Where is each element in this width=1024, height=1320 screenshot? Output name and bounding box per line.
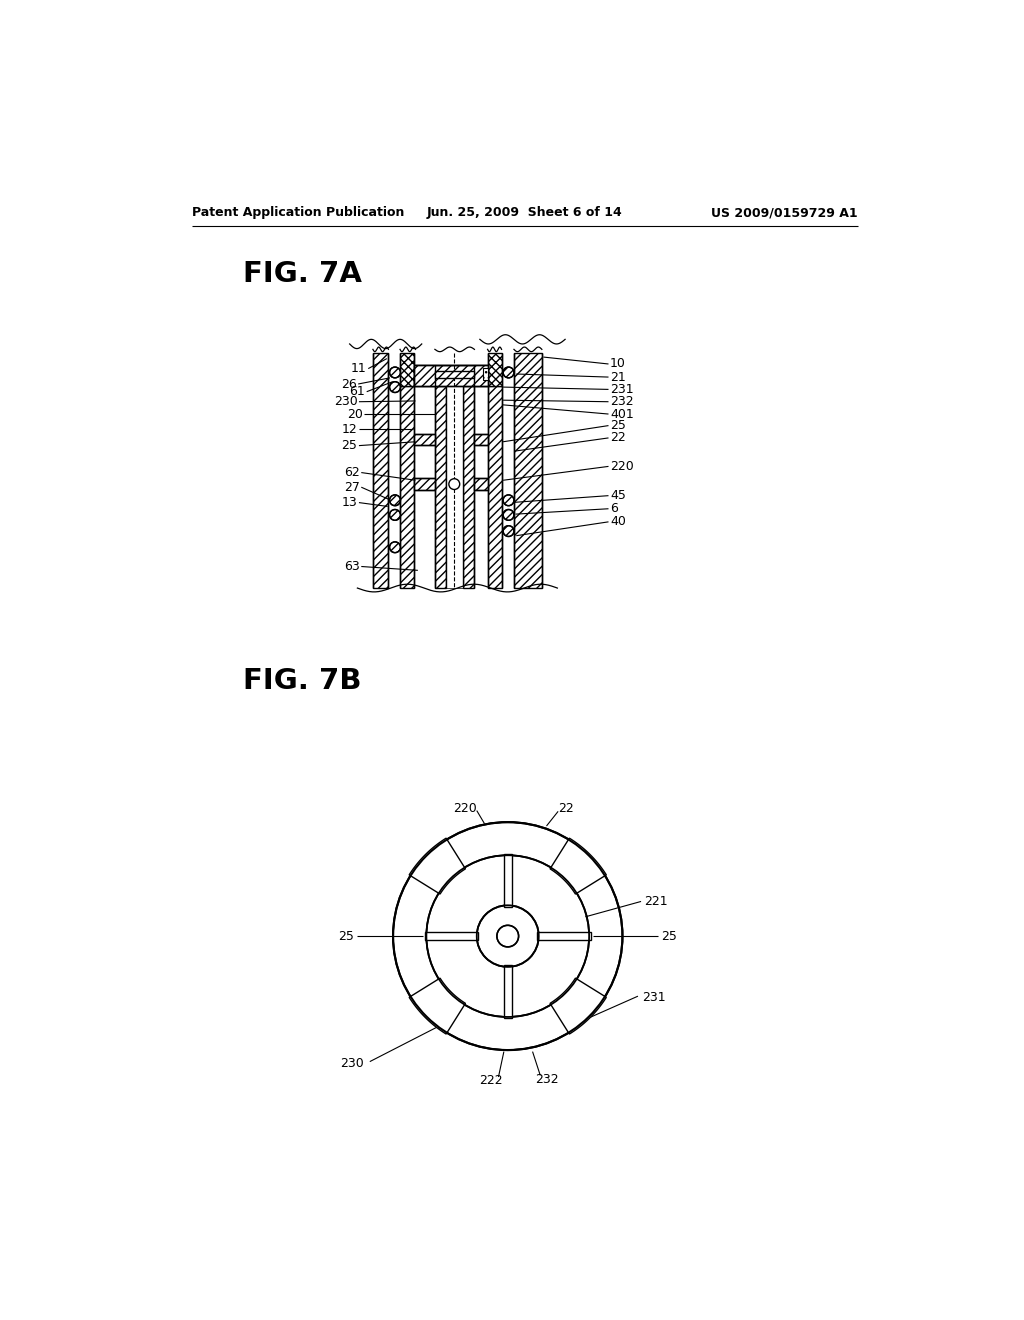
Bar: [487, 354, 502, 387]
Text: 232: 232: [535, 1073, 558, 1086]
Polygon shape: [538, 932, 591, 940]
Bar: [487, 387, 502, 589]
Polygon shape: [550, 978, 606, 1034]
Circle shape: [389, 495, 400, 506]
Text: Patent Application Publication: Patent Application Publication: [191, 206, 403, 219]
Polygon shape: [504, 965, 512, 1019]
Text: 26: 26: [341, 378, 356, 391]
Polygon shape: [410, 838, 466, 894]
Text: 6: 6: [610, 502, 617, 515]
Circle shape: [393, 822, 623, 1051]
Text: 231: 231: [610, 383, 634, 396]
Text: 62: 62: [344, 466, 359, 479]
Text: Jun. 25, 2009  Sheet 6 of 14: Jun. 25, 2009 Sheet 6 of 14: [427, 206, 623, 219]
Polygon shape: [410, 978, 466, 1034]
Circle shape: [389, 510, 400, 520]
Bar: [435, 371, 474, 378]
Text: 230: 230: [340, 1057, 364, 1071]
Text: 231: 231: [642, 991, 666, 1005]
Bar: [445, 387, 463, 589]
Bar: [514, 354, 542, 589]
Circle shape: [389, 367, 400, 378]
Text: 220: 220: [610, 459, 634, 473]
Text: US 2009/0159729 A1: US 2009/0159729 A1: [712, 206, 858, 219]
Text: 10: 10: [610, 358, 626, 371]
Text: 11: 11: [351, 362, 367, 375]
Bar: [414, 364, 487, 387]
Text: 25: 25: [338, 929, 354, 942]
Bar: [435, 387, 445, 589]
Circle shape: [503, 510, 514, 520]
Circle shape: [389, 541, 400, 553]
Polygon shape: [504, 854, 512, 907]
Text: 13: 13: [342, 496, 357, 510]
Text: 40: 40: [610, 515, 626, 528]
Text: 20: 20: [347, 408, 362, 421]
Text: 222: 222: [479, 1074, 503, 1088]
Polygon shape: [550, 838, 606, 894]
Circle shape: [449, 479, 460, 490]
Bar: [474, 478, 487, 490]
Text: 21: 21: [610, 371, 626, 384]
Bar: [414, 478, 435, 490]
Text: 22: 22: [558, 801, 573, 814]
Bar: [400, 387, 414, 589]
Text: 25: 25: [342, 440, 357, 453]
Bar: [414, 364, 435, 387]
Bar: [483, 368, 487, 380]
Text: 220: 220: [454, 801, 477, 814]
Circle shape: [389, 381, 400, 392]
Text: 63: 63: [344, 560, 359, 573]
Text: 12: 12: [342, 422, 357, 436]
Text: 221: 221: [644, 895, 668, 908]
Bar: [474, 434, 487, 445]
Circle shape: [503, 367, 514, 378]
Bar: [414, 434, 435, 445]
Bar: [474, 364, 487, 387]
Circle shape: [503, 495, 514, 506]
Circle shape: [426, 855, 589, 1016]
Text: 61: 61: [349, 385, 366, 399]
Text: 230: 230: [334, 395, 357, 408]
Text: FIG. 7B: FIG. 7B: [243, 667, 361, 694]
Text: 22: 22: [610, 432, 626, 445]
Text: 25: 25: [662, 929, 677, 942]
Bar: [400, 354, 414, 387]
Text: 45: 45: [610, 490, 626, 502]
Text: 401: 401: [610, 408, 634, 421]
Text: FIG. 7A: FIG. 7A: [243, 260, 361, 288]
Text: 25: 25: [610, 418, 626, 432]
Text: 27: 27: [344, 480, 359, 494]
Circle shape: [477, 906, 539, 966]
Polygon shape: [425, 932, 478, 940]
Bar: [373, 354, 388, 589]
Circle shape: [503, 525, 514, 536]
Bar: [463, 387, 474, 589]
Circle shape: [497, 925, 518, 946]
Text: 232: 232: [610, 395, 634, 408]
